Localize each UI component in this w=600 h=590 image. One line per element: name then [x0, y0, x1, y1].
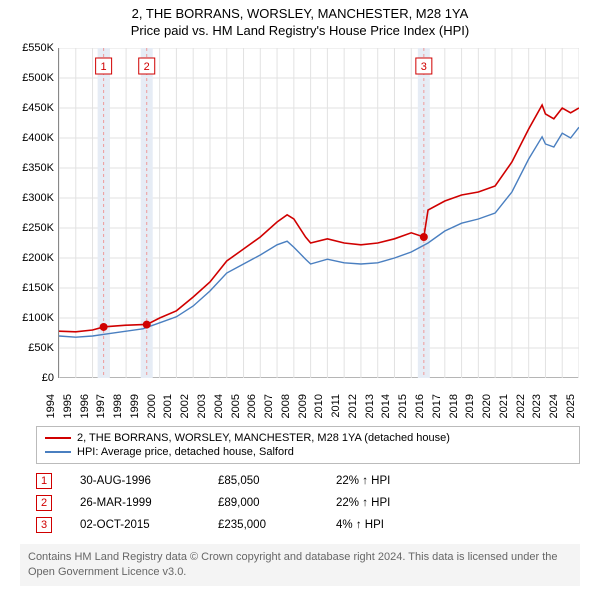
- attribution-footer: Contains HM Land Registry data © Crown c…: [20, 544, 580, 586]
- transaction-number-badge: 3: [36, 517, 52, 533]
- transaction-marker-dot: [143, 320, 151, 328]
- transaction-marker-dot: [420, 233, 428, 241]
- series-line: [59, 127, 579, 337]
- y-tick-label: £50K: [10, 342, 54, 354]
- chart-title: 2, THE BORRANS, WORSLEY, MANCHESTER, M28…: [10, 6, 590, 23]
- legend-label: 2, THE BORRANS, WORSLEY, MANCHESTER, M28…: [77, 432, 450, 444]
- transaction-price: £85,050: [218, 475, 308, 487]
- y-tick-label: £500K: [10, 72, 54, 84]
- transaction-marker-dot: [100, 323, 108, 331]
- chart-container: 2, THE BORRANS, WORSLEY, MANCHESTER, M28…: [0, 0, 600, 590]
- transaction-marker-number: 1: [101, 61, 107, 73]
- transaction-date: 26-MAR-1999: [80, 497, 190, 509]
- transaction-price: £235,000: [218, 519, 308, 531]
- transaction-row: 1 30-AUG-1996 £85,050 22% ↑ HPI: [36, 470, 580, 492]
- transaction-row: 3 02-OCT-2015 £235,000 4% ↑ HPI: [36, 514, 580, 536]
- series-line: [59, 105, 579, 332]
- y-tick-label: £200K: [10, 252, 54, 264]
- y-tick-label: £300K: [10, 192, 54, 204]
- legend: 2, THE BORRANS, WORSLEY, MANCHESTER, M28…: [36, 426, 580, 464]
- x-tick-label: 2025: [565, 394, 591, 424]
- y-tick-label: £400K: [10, 132, 54, 144]
- legend-swatch: [45, 451, 71, 453]
- transaction-delta: 4% ↑ HPI: [336, 519, 384, 531]
- chart-svg: 1 2 3: [59, 48, 579, 378]
- y-tick-label: £0: [10, 372, 54, 384]
- transaction-delta: 22% ↑ HPI: [336, 497, 390, 509]
- transaction-row: 2 26-MAR-1999 £89,000 22% ↑ HPI: [36, 492, 580, 514]
- transaction-date: 02-OCT-2015: [80, 519, 190, 531]
- y-tick-label: £550K: [10, 42, 54, 54]
- y-tick-label: £150K: [10, 282, 54, 294]
- transaction-marker-number: 3: [421, 61, 427, 73]
- y-tick-label: £350K: [10, 162, 54, 174]
- transaction-marker-number: 2: [144, 61, 150, 73]
- transaction-price: £89,000: [218, 497, 308, 509]
- chart-area: £0 £50K £100K £150K £200K £250K £300K £350K £400…: [10, 42, 590, 422]
- legend-swatch: [45, 437, 71, 439]
- transaction-number-badge: 2: [36, 495, 52, 511]
- chart-subtitle: Price paid vs. HM Land Registry's House …: [10, 23, 590, 38]
- legend-label: HPI: Average price, detached house, Salf…: [77, 446, 294, 458]
- plot-region: 1 2 3: [58, 48, 578, 378]
- transactions-table: 1 30-AUG-1996 £85,050 22% ↑ HPI 2 26-MAR-1999…: [36, 470, 580, 536]
- transaction-number-badge: 1: [36, 473, 52, 489]
- y-tick-label: £450K: [10, 102, 54, 114]
- transaction-delta: 22% ↑ HPI: [336, 475, 390, 487]
- legend-item: HPI: Average price, detached house, Salf…: [45, 445, 571, 459]
- y-tick-label: £250K: [10, 222, 54, 234]
- transaction-date: 30-AUG-1996: [80, 475, 190, 487]
- y-tick-label: £100K: [10, 312, 54, 324]
- legend-item: 2, THE BORRANS, WORSLEY, MANCHESTER, M28…: [45, 431, 571, 445]
